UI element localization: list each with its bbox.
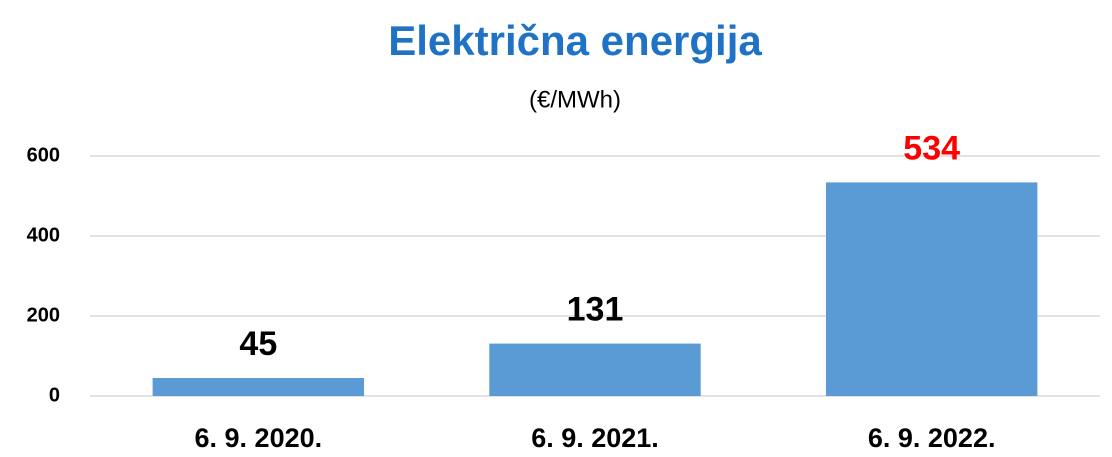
y-tick-label: 200: [27, 304, 60, 326]
y-tick-label: 0: [49, 384, 60, 406]
chart-subtitle: (€/MWh): [529, 86, 621, 113]
value-label: 534: [903, 129, 960, 167]
value-label: 45: [239, 325, 277, 363]
bar: [489, 343, 701, 396]
y-tick-label: 600: [27, 144, 60, 166]
bar: [825, 182, 1038, 396]
chart-title: Električna energija: [388, 17, 762, 64]
value-label: 131: [567, 291, 624, 329]
bar: [152, 378, 365, 396]
x-tick-label: 6. 9. 2020.: [195, 423, 323, 453]
y-tick-label: 400: [27, 224, 60, 246]
x-tick-label: 6. 9. 2022.: [868, 423, 996, 453]
x-tick-label: 6. 9. 2021.: [531, 423, 659, 453]
